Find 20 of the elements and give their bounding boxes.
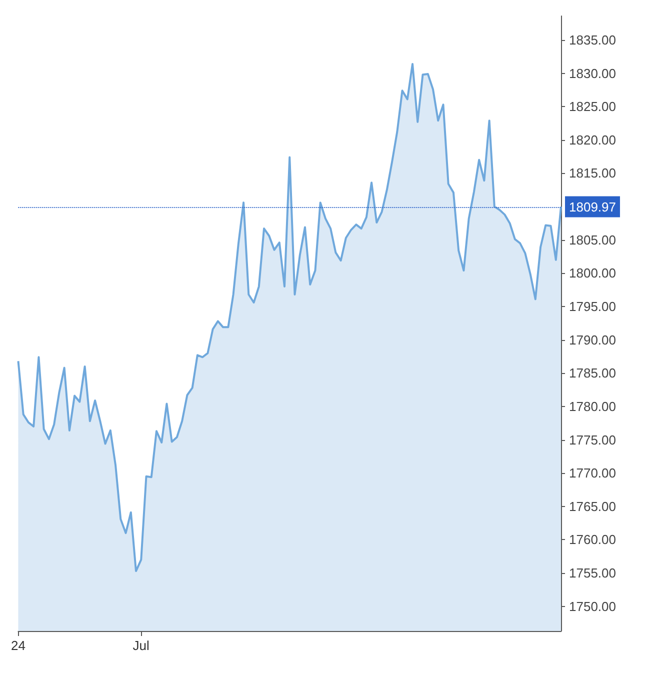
- y-tick-label: 1805.00: [569, 232, 616, 248]
- y-tick-label: 1825.00: [569, 99, 616, 114]
- y-tick-label: 1835.00: [569, 32, 616, 48]
- y-tick-label: 1820.00: [569, 132, 616, 148]
- ref-line-label: 1809.97: [569, 199, 616, 214]
- y-tick-label: 1815.00: [569, 166, 616, 181]
- y-tick-label: 1790.00: [569, 332, 616, 348]
- y-tick-label: 1780.00: [569, 398, 616, 414]
- y-tick-label: 1795.00: [569, 299, 616, 314]
- y-tick-label: 1765.00: [569, 498, 616, 514]
- x-tick-label: 24: [10, 638, 26, 653]
- y-tick-label: 1750.00: [569, 598, 616, 614]
- y-tick-label: 1830.00: [569, 66, 616, 81]
- y-tick-label: 1800.00: [569, 266, 616, 281]
- y-tick-label: 1755.00: [569, 566, 616, 581]
- y-tick-label: 1785.00: [569, 366, 616, 381]
- y-tick-label: 1775.00: [569, 432, 616, 448]
- x-tick-label: Jul: [132, 638, 150, 653]
- y-tick-label: 1760.00: [569, 532, 616, 548]
- y-tick-label: 1770.00: [569, 466, 616, 481]
